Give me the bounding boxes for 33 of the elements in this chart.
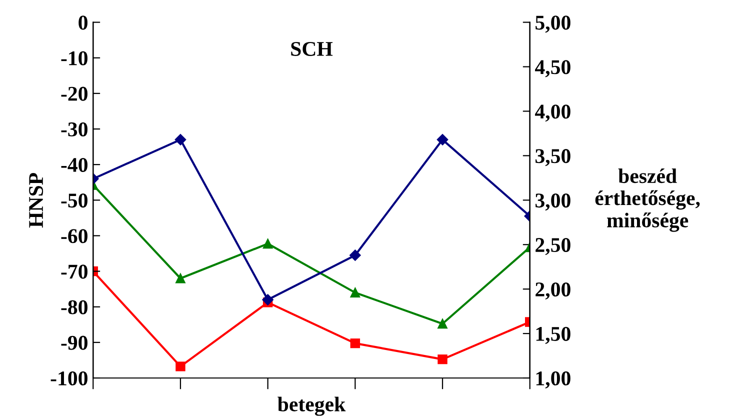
point <box>350 250 361 261</box>
y2-tick-label: 3,50 <box>536 149 570 166</box>
y-tick-label: -80 <box>61 300 88 314</box>
y-tick-label: 0 <box>78 16 88 30</box>
y-tick-label: -20 <box>61 86 88 101</box>
y2-tick-label: 3,00 <box>536 194 570 211</box>
point <box>262 238 273 249</box>
point <box>176 274 186 284</box>
y-tick-label: -90 <box>61 336 88 350</box>
y-axis-title: HNSP <box>29 172 44 228</box>
point <box>438 354 448 364</box>
y-tick-label: -30 <box>61 122 88 136</box>
y-tick-label: -50 <box>61 194 88 208</box>
point <box>438 318 448 329</box>
y-tick-label: -10 <box>61 51 88 66</box>
text: SCH <box>291 42 333 56</box>
y2-tick-label: 1,50 <box>536 326 570 344</box>
y-tick-label: -70 <box>61 264 88 279</box>
point <box>262 294 274 306</box>
x-axis-title: betegek <box>278 396 346 416</box>
point <box>350 338 360 348</box>
y-tick-label: -100 <box>50 371 88 386</box>
y-tick-label: -40 <box>61 158 88 172</box>
y2-tick-label: 4,50 <box>535 60 570 78</box>
point <box>350 288 360 298</box>
y-tick-label: -60 <box>61 229 88 244</box>
y2-tick-label: 2,00 <box>536 282 570 300</box>
y2-tick-label: 5,00 <box>536 16 570 33</box>
y2-tick-label: 2,50 <box>536 238 570 256</box>
y2-tick-label: 4,00 <box>535 104 570 122</box>
y2-axis-title: beszéd érthetősége, minősége <box>595 168 700 232</box>
y2-tick-label: 1,00 <box>536 371 570 388</box>
point <box>176 362 186 372</box>
